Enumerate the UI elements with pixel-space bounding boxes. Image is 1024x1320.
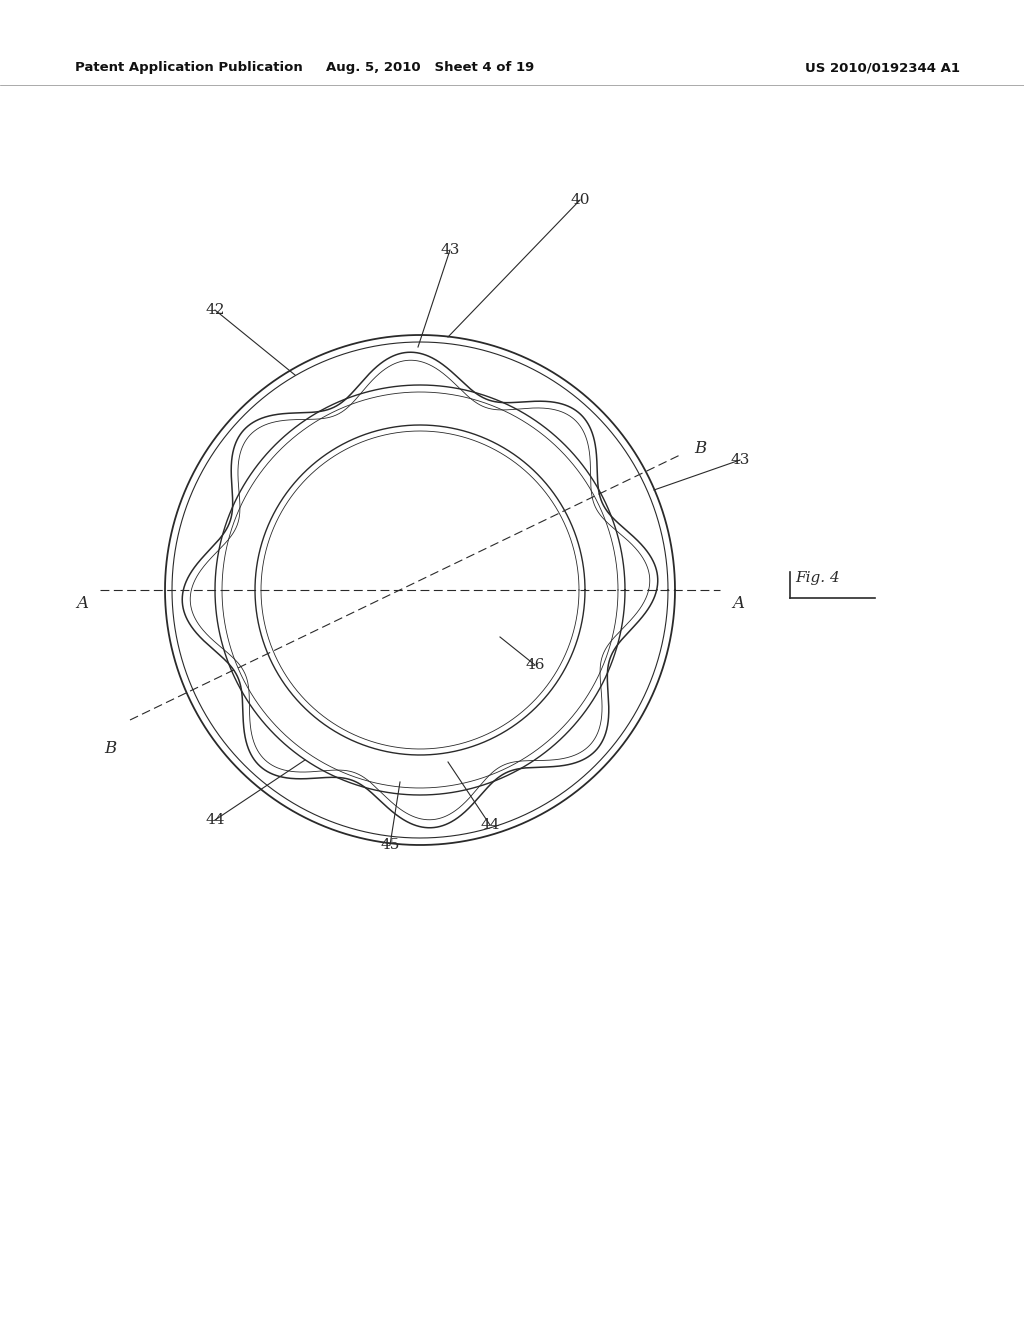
Text: Fig. 4: Fig. 4 (795, 572, 840, 585)
Text: 44: 44 (480, 818, 500, 832)
Text: Patent Application Publication: Patent Application Publication (75, 62, 303, 74)
Text: 42: 42 (205, 304, 224, 317)
Text: 46: 46 (525, 657, 545, 672)
Text: 40: 40 (570, 193, 590, 207)
Text: 43: 43 (440, 243, 460, 257)
Text: A: A (732, 595, 744, 612)
Text: B: B (103, 741, 116, 756)
Text: B: B (694, 440, 707, 457)
Text: 44: 44 (205, 813, 224, 828)
Text: 43: 43 (730, 453, 750, 467)
Text: A: A (76, 595, 88, 612)
Text: Aug. 5, 2010   Sheet 4 of 19: Aug. 5, 2010 Sheet 4 of 19 (326, 62, 535, 74)
Text: 45: 45 (380, 838, 399, 851)
Text: US 2010/0192344 A1: US 2010/0192344 A1 (805, 62, 961, 74)
